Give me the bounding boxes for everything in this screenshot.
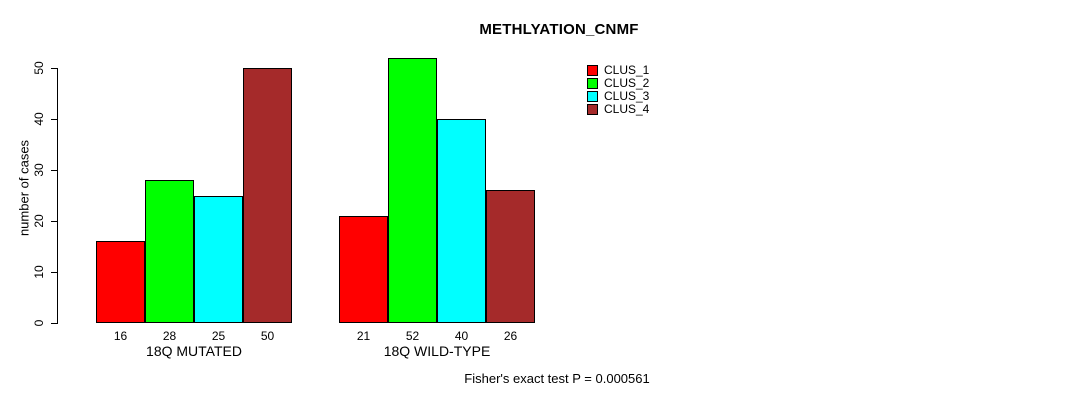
chart-title: METHLYATION_CNMF <box>479 21 639 38</box>
bar-value-label: 16 <box>113 329 128 343</box>
y-axis-tick <box>51 272 58 273</box>
y-axis-tick <box>51 170 58 171</box>
y-axis-tick <box>51 221 58 222</box>
bar-clus_3-group1 <box>194 196 243 323</box>
bar-clus_1-group2 <box>339 216 388 323</box>
y-axis-tick-label: 10 <box>32 265 46 279</box>
bar-value-label: 25 <box>211 329 226 343</box>
bar-value-label: 50 <box>260 329 275 343</box>
legend: CLUS_1 CLUS_2 CLUS_3 CLUS_4 <box>587 64 649 116</box>
y-axis-tick <box>51 119 58 120</box>
bar-clus_4-group1 <box>243 68 292 323</box>
legend-label-clus_2: CLUS_2 <box>604 76 650 90</box>
legend-item-clus_3: CLUS_3 <box>587 90 649 103</box>
legend-swatch-clus_1 <box>587 65 598 76</box>
y-axis-line <box>57 68 58 324</box>
legend-item-clus_4: CLUS_4 <box>587 103 649 116</box>
legend-label-clus_1: CLUS_1 <box>604 63 650 77</box>
legend-swatch-clus_3 <box>587 91 598 102</box>
y-axis-tick-label: 0 <box>32 319 46 327</box>
legend-item-clus_2: CLUS_2 <box>587 77 649 90</box>
bar-clus_2-group1 <box>145 180 194 323</box>
y-axis-tick-label: 30 <box>32 163 46 177</box>
bar-clus_4-group2 <box>486 190 535 323</box>
legend-label-clus_3: CLUS_3 <box>604 89 650 103</box>
group-label: 18Q WILD-TYPE <box>383 343 491 359</box>
bar-value-label: 28 <box>162 329 177 343</box>
legend-item-clus_1: CLUS_1 <box>587 64 649 77</box>
bar-value-label: 40 <box>454 329 469 343</box>
y-axis-tick-label: 50 <box>32 61 46 75</box>
y-axis-tick-label: 20 <box>32 214 46 228</box>
legend-label-clus_4: CLUS_4 <box>604 102 650 116</box>
legend-swatch-clus_4 <box>587 104 598 115</box>
bar-value-label: 26 <box>503 329 518 343</box>
bar-value-label: 52 <box>405 329 420 343</box>
fisher-test-annotation: Fisher's exact test P = 0.000561 <box>464 371 650 386</box>
group-label: 18Q MUTATED <box>146 343 242 359</box>
legend-swatch-clus_2 <box>587 78 598 89</box>
y-axis-tick <box>51 68 58 69</box>
y-axis-tick-label: 40 <box>32 112 46 126</box>
bar-clus_3-group2 <box>437 119 486 323</box>
bar-value-label: 21 <box>356 329 371 343</box>
bar-clus_1-group1 <box>96 241 145 323</box>
bar-clus_2-group2 <box>388 58 437 323</box>
y-axis-title: number of cases <box>16 139 32 237</box>
y-axis-tick <box>51 323 58 324</box>
